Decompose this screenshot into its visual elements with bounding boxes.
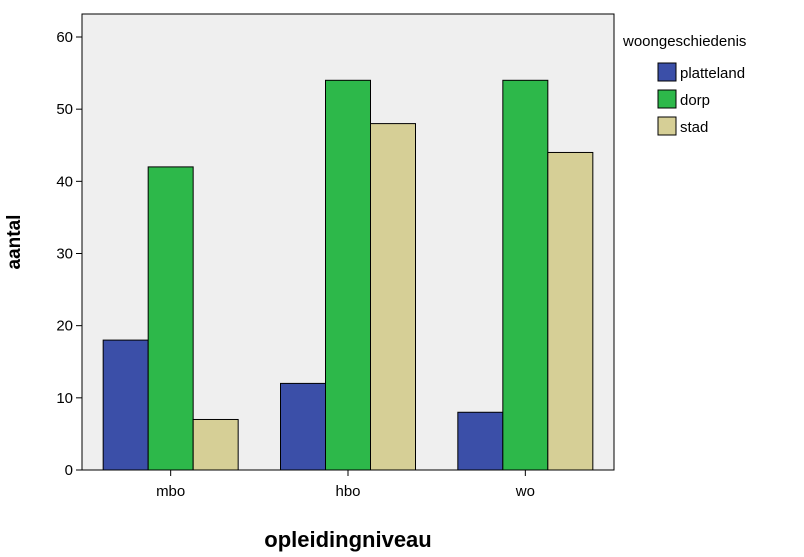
y-axis: 0 10 20 30 40 50 60 xyxy=(56,29,82,479)
bar-platteland-wo xyxy=(457,411,504,471)
bar-stad-hbo xyxy=(370,123,416,471)
legend-swatch-platteland xyxy=(657,62,677,82)
x-axis: mbo hbo wo xyxy=(156,470,535,500)
bar-stad-mbo xyxy=(192,418,239,471)
bar-dorp-mbo xyxy=(147,166,194,471)
y-tick-label: 60 xyxy=(56,29,73,46)
x-tick-label: mbo xyxy=(156,483,185,500)
legend-title: woongeschiedenis xyxy=(622,33,746,50)
legend-swatch-dorp xyxy=(657,89,677,109)
legend-label-platteland: platteland xyxy=(680,65,745,82)
y-tick-label: 20 xyxy=(56,318,73,335)
bars xyxy=(102,79,594,471)
y-axis-title: aantal xyxy=(4,215,25,270)
legend-label-dorp: dorp xyxy=(680,92,710,109)
x-tick-label: hbo xyxy=(335,483,360,500)
y-tick-label: 50 xyxy=(56,101,73,118)
x-axis-title: opleidingniveau xyxy=(264,527,431,552)
legend-swatch-stad xyxy=(657,116,677,136)
y-tick-label: 0 xyxy=(65,462,73,479)
legend-label-stad: stad xyxy=(680,119,708,136)
y-tick-label: 30 xyxy=(56,246,73,263)
x-tick-label: wo xyxy=(515,483,535,500)
y-tick-label: 40 xyxy=(56,173,73,190)
bar-dorp-hbo xyxy=(325,79,371,471)
bar-platteland-hbo xyxy=(280,382,326,471)
bar-platteland-mbo xyxy=(102,339,149,471)
legend: woongeschiedenis platteland dorp stad xyxy=(622,33,746,136)
y-tick-label: 10 xyxy=(56,390,73,407)
bar-stad-wo xyxy=(547,151,594,471)
bar-dorp-wo xyxy=(502,79,549,471)
